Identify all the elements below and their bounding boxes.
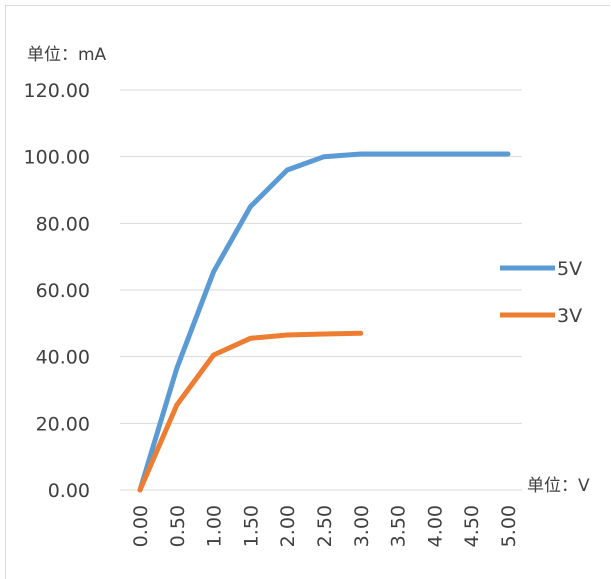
y-tick-label: 100.00 [24,147,90,169]
x-tick-label: 3.00 [351,505,373,547]
y-axis-unit-label: 单位：mA [27,45,107,65]
x-tick-label: 4.50 [461,505,483,547]
x-tick-label: 4.00 [424,505,446,547]
legend: 5V 3V [500,258,582,327]
x-tick-label: 1.50 [240,505,262,547]
legend-label-3v: 3V [557,305,582,327]
x-tick-label: 5.00 [498,505,520,547]
x-axis-ticks: 0.00 0.50 1.00 1.50 2.00 2.50 3.00 3.50 4.00 4.50… [130,505,520,547]
y-tick-label: 20.00 [36,413,90,435]
y-tick-label: 60.00 [36,280,90,302]
legend-label-5v: 5V [557,258,582,280]
x-tick-label: 1.00 [204,505,226,547]
x-tick-label: 2.00 [277,505,299,547]
series-line-3v [137,330,364,493]
gridlines [120,89,522,491]
y-tick-label: 120.00 [24,80,90,102]
y-axis-ticks: 0.00 20.00 40.00 60.00 80.00 100.00 120.00 [24,80,90,502]
x-axis-unit-label: 单位：V [527,476,590,496]
x-tick-label: 0.50 [167,505,189,547]
chart-frame [5,5,610,579]
y-tick-label: 80.00 [36,213,90,235]
y-tick-label: 40.00 [36,347,90,369]
x-tick-label: 0.00 [130,505,152,547]
series-lines [137,151,511,493]
series-line-5v [137,151,511,493]
y-tick-label: 0.00 [48,480,90,502]
x-tick-label: 2.50 [314,505,336,547]
x-tick-label: 3.50 [388,505,410,547]
